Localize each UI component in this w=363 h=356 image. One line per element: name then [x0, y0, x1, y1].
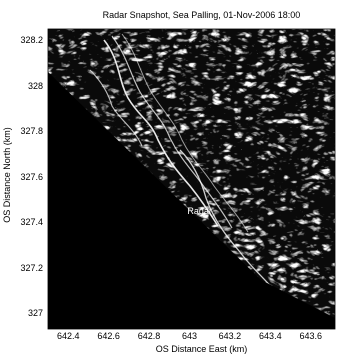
- radar-label: Radar: [187, 205, 212, 216]
- y-axis-label: OS Distance North (km): [2, 127, 12, 223]
- x-tick-label: 643: [181, 331, 197, 341]
- y-tick-label: 328: [27, 80, 43, 91]
- x-axis-label: OS Distance East (km): [155, 344, 248, 354]
- y-tick-label: 327.2: [20, 262, 43, 273]
- land-mask: [48, 72, 335, 329]
- surf-line-2: [111, 35, 233, 229]
- x-tick-label: 643.2: [218, 331, 242, 341]
- y-tick-label: 327.6: [20, 171, 43, 182]
- surf-line-1: [103, 39, 219, 227]
- x-tick-label: 642.6: [97, 331, 120, 341]
- x-tick-label: 642.4: [56, 331, 80, 341]
- chart-title: Radar Snapshot, Sea Palling, 01-Nov-2006…: [102, 10, 301, 20]
- y-tick-label: 327: [27, 308, 43, 319]
- surf-line-5: [179, 149, 275, 291]
- x-tick-label: 642.8: [137, 331, 161, 341]
- plot-frame: [47, 28, 336, 330]
- y-tick-label: 327.8: [20, 126, 43, 137]
- x-tick-label: 643.4: [259, 331, 282, 341]
- x-tick-label: 643.6: [299, 331, 322, 341]
- surf-line-4: [89, 69, 143, 147]
- y-tick-label: 328.2: [20, 35, 43, 46]
- surf-line-3: [121, 33, 249, 233]
- y-tick-label: 327.4: [20, 217, 43, 228]
